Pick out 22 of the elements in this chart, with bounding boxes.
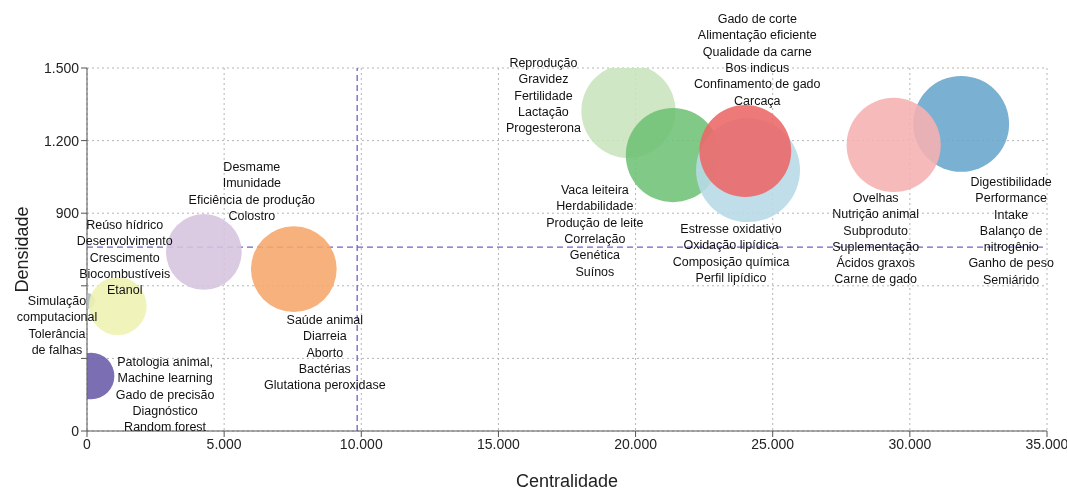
y-axis-title: Densidade: [12, 206, 33, 293]
x-axis-title: Centralidade: [515, 471, 619, 491]
annotation: Gado de corte Alimentação eficiente Qualidade da carne Bos indicus Confinamento de gado Carcaça: [694, 12, 821, 108]
annotation: Vaca leiteira Herdabilidade Produção de leite Correlação Genética Suínos: [546, 183, 644, 279]
annotation: Digestibilidade Performance Intake Balanço de nitrogênio Ganho de peso Semiárido: [968, 174, 1054, 287]
x-tick-label: 35.000: [1025, 435, 1067, 452]
annotation: Desmame Imunidade Eficiência de produção Colostro: [188, 159, 316, 223]
y-tick-label: 1.500: [43, 59, 80, 76]
x-tick-label: 5.000: [206, 435, 242, 452]
x-tick-label: 15.000: [477, 435, 521, 452]
annotation: Reprodução Gravidez Fertilidade Lactação Progesterona: [505, 56, 582, 136]
x-tick-label: 20.000: [614, 435, 658, 452]
annotation: Estresse oxidativo Oxidação lipídica Composição química Perfil lipídico: [672, 222, 790, 286]
y-tick-label: 0: [71, 422, 80, 439]
annotation: Saúde animal Diarreia Aborto Bactérias Glutationa peroxidase: [264, 313, 386, 393]
x-tick-label: 30.000: [888, 435, 932, 452]
x-tick-label: 10.000: [339, 435, 383, 452]
x-tick-label: 0: [83, 435, 92, 452]
y-tick-label: 1.200: [43, 132, 80, 149]
annotation: Patologia animal, Machine learning Gado de precisão Diagnóstico Random forest: [115, 355, 215, 435]
x-tick-label: 25.000: [751, 435, 795, 452]
annotation: Ovelhas Nutrição animal Subproduto Suplementação Ácidos graxos Carne de gado: [832, 190, 920, 287]
